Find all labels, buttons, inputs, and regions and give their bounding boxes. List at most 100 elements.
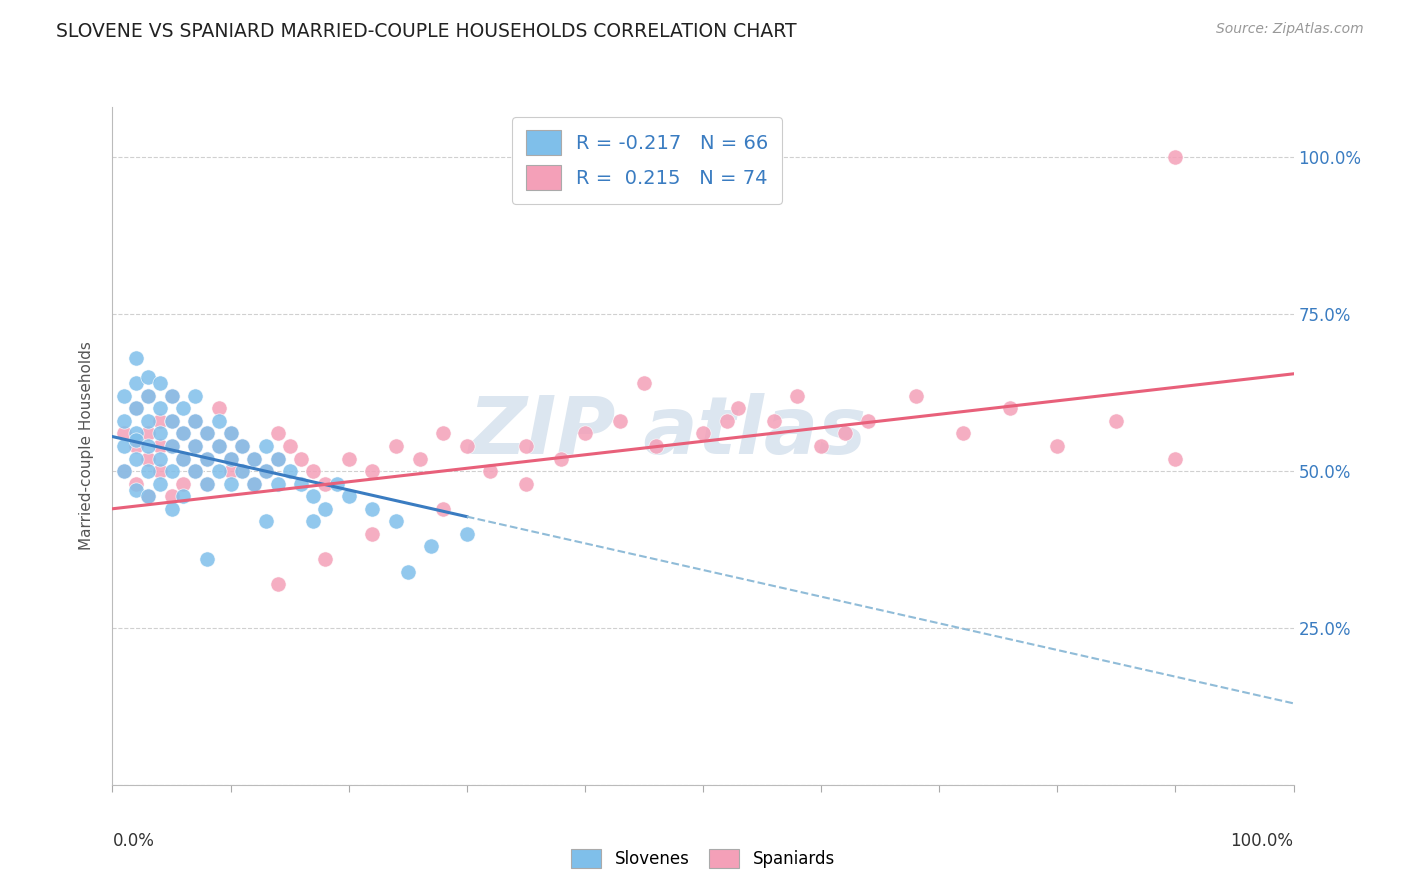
Point (112, 439, 135, 453)
Text: SLOVENE VS SPANIARD MARRIED-COUPLE HOUSEHOLDS CORRELATION CHART: SLOVENE VS SPANIARD MARRIED-COUPLE HOUSE… (56, 22, 797, 41)
Point (219, 426, 242, 441)
Point (231, 464, 253, 478)
Point (337, 489, 360, 503)
Point (998, 401, 1021, 416)
Text: 0.0%: 0.0% (112, 832, 155, 850)
Point (290, 451, 312, 466)
Point (160, 489, 183, 503)
Point (254, 464, 277, 478)
Point (515, 476, 537, 491)
Point (136, 426, 159, 441)
Point (644, 439, 666, 453)
Point (219, 476, 242, 491)
Point (267, 577, 290, 591)
Text: 100.0%: 100.0% (1230, 832, 1294, 850)
Point (302, 489, 325, 503)
Point (136, 489, 159, 503)
Point (125, 451, 148, 466)
Point (231, 439, 253, 453)
Point (278, 464, 301, 478)
Point (149, 464, 172, 478)
Point (125, 433, 148, 447)
Point (243, 476, 266, 491)
Point (904, 389, 927, 403)
Point (172, 401, 194, 416)
Point (361, 501, 384, 516)
Point (692, 426, 714, 441)
Point (408, 451, 430, 466)
Point (727, 401, 749, 416)
Point (172, 476, 194, 491)
Point (160, 414, 183, 428)
Point (172, 426, 194, 441)
Text: ZIP atlas: ZIP atlas (468, 393, 866, 472)
Point (432, 426, 454, 441)
Point (160, 464, 183, 478)
Point (208, 439, 231, 453)
Point (125, 476, 148, 491)
Point (231, 464, 253, 478)
Point (149, 376, 172, 391)
Point (219, 464, 242, 478)
Point (219, 426, 242, 441)
Point (396, 565, 419, 579)
Point (302, 514, 325, 528)
Point (1046, 439, 1069, 453)
Point (267, 476, 290, 491)
Point (326, 476, 349, 491)
Point (633, 376, 655, 391)
Point (160, 389, 183, 403)
Point (160, 414, 183, 428)
Point (112, 389, 135, 403)
Point (125, 351, 148, 365)
Point (456, 439, 478, 453)
Point (208, 439, 231, 453)
Point (136, 464, 159, 478)
Point (834, 426, 856, 441)
Point (160, 439, 183, 453)
Point (420, 540, 443, 554)
Point (136, 389, 159, 403)
Point (254, 514, 277, 528)
Point (112, 414, 135, 428)
Point (314, 476, 336, 491)
Point (112, 464, 135, 478)
Point (160, 389, 183, 403)
Point (149, 401, 172, 416)
Point (149, 426, 172, 441)
Point (810, 439, 832, 453)
Point (762, 414, 785, 428)
Point (125, 401, 148, 416)
Point (243, 451, 266, 466)
Point (149, 476, 172, 491)
Point (786, 389, 808, 403)
Point (184, 414, 207, 428)
Point (149, 439, 172, 453)
Point (219, 451, 242, 466)
Point (267, 426, 290, 441)
Point (172, 451, 194, 466)
Point (337, 451, 360, 466)
Point (136, 451, 159, 466)
Point (195, 552, 218, 566)
Point (254, 464, 277, 478)
Point (290, 476, 312, 491)
Point (1164, 150, 1187, 164)
Point (149, 451, 172, 466)
Point (125, 483, 148, 497)
Point (195, 426, 218, 441)
Point (125, 439, 148, 453)
Point (479, 464, 502, 478)
Point (550, 451, 572, 466)
Point (361, 464, 384, 478)
Point (278, 439, 301, 453)
Point (574, 426, 596, 441)
Point (136, 414, 159, 428)
Point (184, 464, 207, 478)
Point (219, 451, 242, 466)
Point (208, 414, 231, 428)
Point (184, 414, 207, 428)
Point (361, 527, 384, 541)
Point (314, 552, 336, 566)
Point (254, 439, 277, 453)
